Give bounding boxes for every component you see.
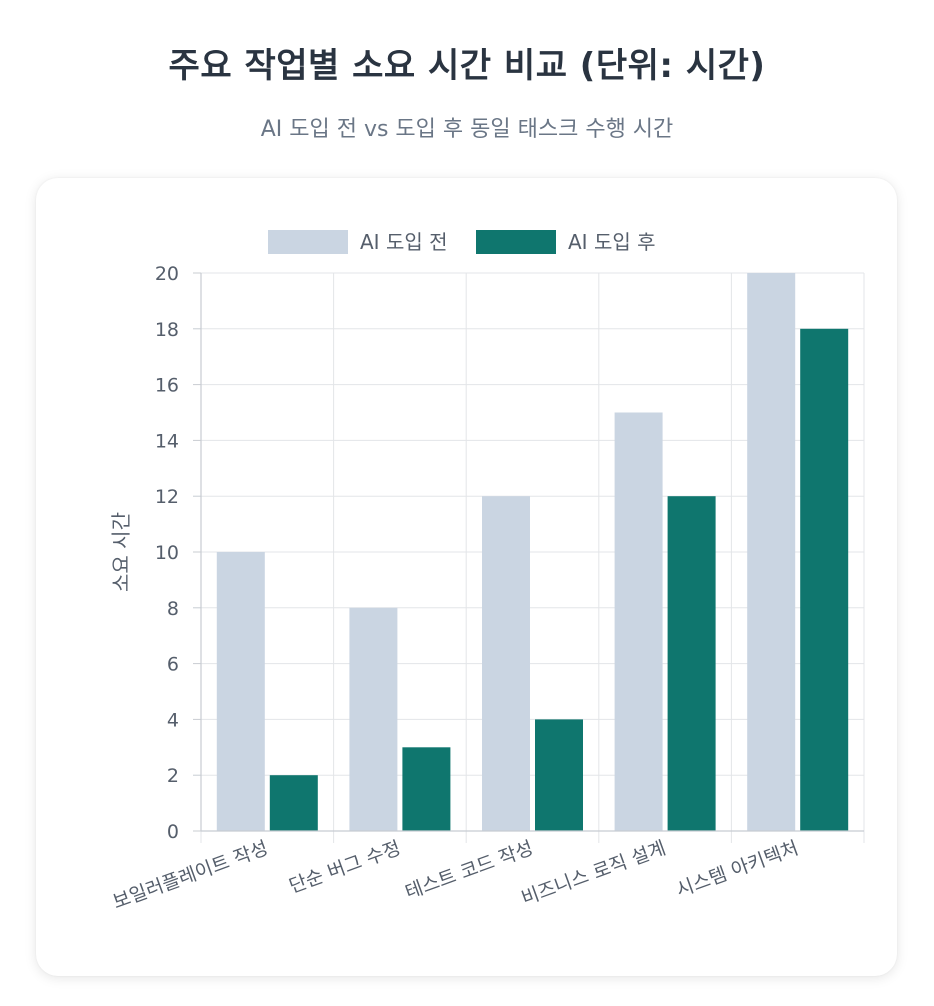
y-tick-label: 6 xyxy=(167,654,179,676)
legend-label: AI 도입 후 xyxy=(568,230,656,254)
y-tick-label: 10 xyxy=(155,542,179,564)
chart-subtitle: AI 도입 전 vs 도입 후 동일 태스크 수행 시간 xyxy=(260,117,674,142)
bar-after-1 xyxy=(402,747,451,831)
y-tick-label: 12 xyxy=(155,486,179,508)
bar-before-3 xyxy=(614,412,663,831)
x-tick-label: 보일러플레이트 작성 xyxy=(110,837,271,914)
legend-label: AI 도입 전 xyxy=(360,230,448,254)
y-axis-label: 소요 시간 xyxy=(109,512,133,592)
chart-title: 주요 작업별 소요 시간 비교 (단위: 시간) xyxy=(168,46,766,86)
x-tick-label: 단순 버그 수정 xyxy=(286,837,403,898)
bar-before-0 xyxy=(216,552,265,831)
x-tick-label: 시스템 아키텍처 xyxy=(673,837,801,902)
bars-layer xyxy=(216,273,849,831)
y-tick-label: 2 xyxy=(167,765,179,787)
bar-after-2 xyxy=(535,719,583,831)
bar-after-4 xyxy=(800,328,849,831)
y-tick-label: 18 xyxy=(155,319,179,341)
legend-item-after: AI 도입 후 xyxy=(476,230,656,254)
bar-before-2 xyxy=(482,496,530,831)
legend: AI 도입 전 AI 도입 후 xyxy=(268,230,656,254)
y-tick-label: 20 xyxy=(155,263,179,285)
x-tick-label: 테스트 코드 작성 xyxy=(402,837,536,904)
y-tick-label: 14 xyxy=(155,430,179,452)
bar-before-1 xyxy=(349,607,398,831)
y-tick-label: 16 xyxy=(155,375,179,397)
bar-before-4 xyxy=(747,273,796,831)
y-tick-label: 0 xyxy=(167,821,179,843)
legend-swatch xyxy=(268,230,348,254)
legend-swatch xyxy=(476,230,556,254)
legend-item-before: AI 도입 전 xyxy=(268,230,448,254)
bar-after-3 xyxy=(667,496,716,831)
bar-after-0 xyxy=(269,775,318,831)
y-tick-label: 4 xyxy=(167,709,179,731)
y-tick-label: 8 xyxy=(167,598,179,620)
x-tick-label: 비즈니스 로직 설계 xyxy=(519,837,669,910)
